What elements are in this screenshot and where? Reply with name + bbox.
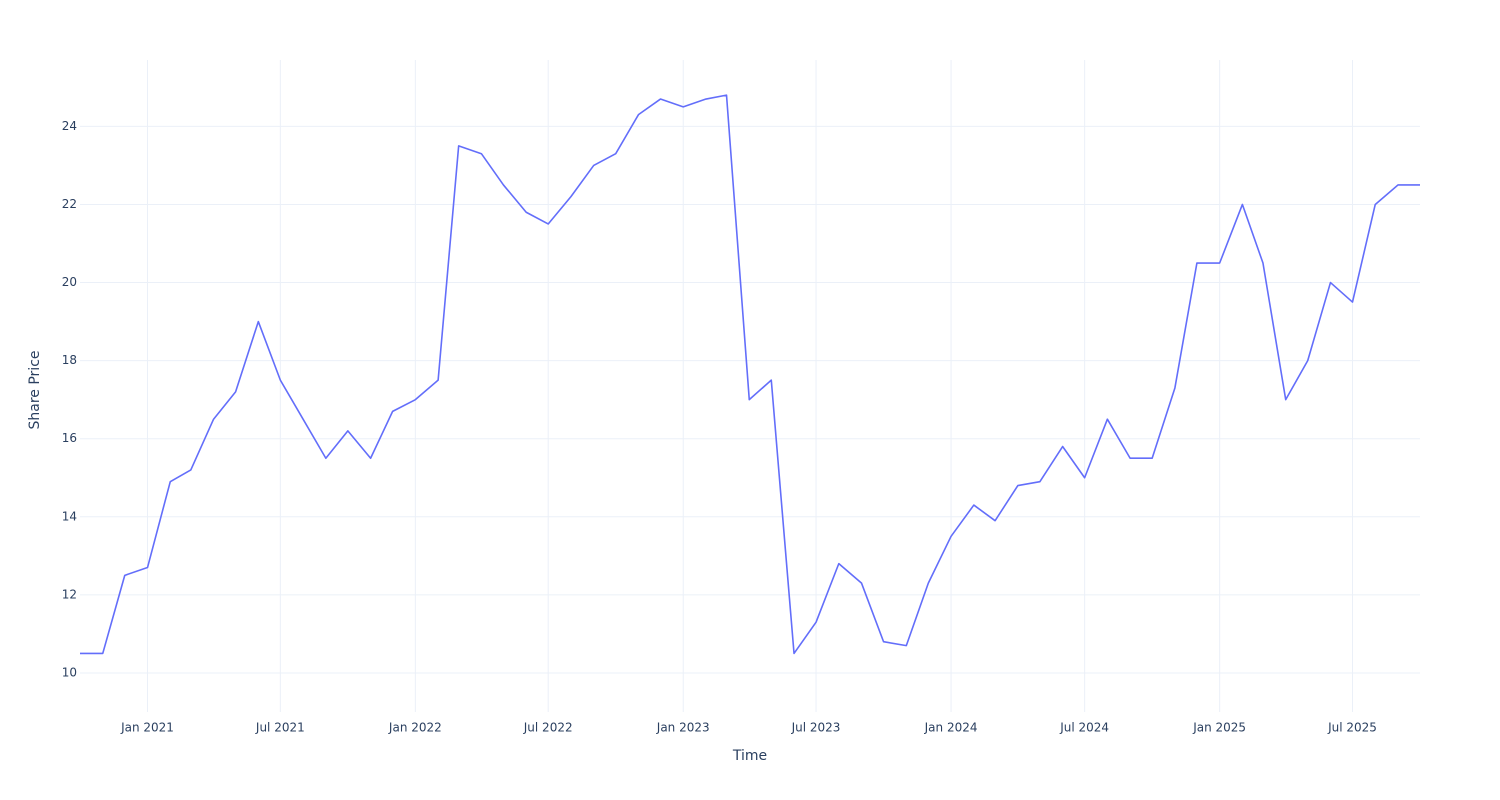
- y-tick-label: 22: [62, 197, 77, 211]
- y-tick-label: 20: [62, 275, 77, 289]
- y-tick-label: 16: [62, 431, 77, 445]
- y-tick-label: 10: [62, 665, 77, 679]
- x-axis-title: Time: [732, 748, 767, 764]
- x-tick-label: Jul 2022: [523, 721, 573, 735]
- x-tick-label: Jan 2024: [924, 721, 978, 735]
- y-axis-title: Share Price: [27, 350, 43, 429]
- x-tick-label: Jan 2025: [1192, 721, 1246, 735]
- y-tick-label: 12: [62, 587, 77, 601]
- x-tick-label: Jul 2021: [255, 721, 305, 735]
- y-tick-label: 18: [62, 353, 77, 367]
- x-tick-label: Jul 2024: [1059, 721, 1109, 735]
- x-tick-label: Jul 2025: [1327, 721, 1377, 735]
- x-tick-label: Jul 2023: [791, 721, 841, 735]
- y-tick-label: 14: [62, 509, 77, 523]
- x-tick-label: Jan 2023: [656, 721, 710, 735]
- x-tick-label: Jan 2022: [388, 721, 442, 735]
- price-line: [80, 94, 1420, 655]
- x-tick-label: Jan 2021: [120, 721, 174, 735]
- y-tick-label: 24: [62, 119, 77, 133]
